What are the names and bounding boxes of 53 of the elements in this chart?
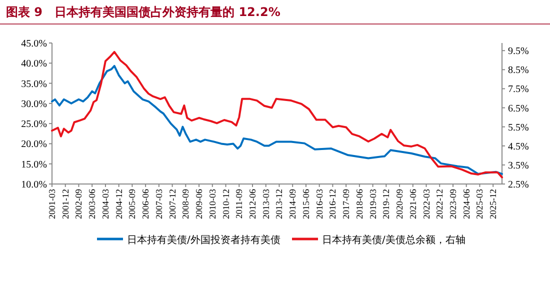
x-tick-label: 2011-09 bbox=[234, 188, 244, 219]
x-tick-label: 2021-06 bbox=[408, 188, 418, 219]
x-tick-label: 2023-09 bbox=[448, 188, 458, 219]
y2-tick-label: 8.5% bbox=[508, 65, 529, 76]
y-tick-label: 35.0% bbox=[21, 78, 47, 90]
x-tick-label: 2002-09 bbox=[74, 188, 84, 219]
y2-tick-label: 2.5% bbox=[508, 180, 529, 190]
y-tick-label: 30.0% bbox=[21, 98, 47, 110]
x-tick-label: 2022-03 bbox=[421, 188, 432, 219]
chart-title: 图表 9 日本持有美国国债占外资持有量的 12.2% bbox=[6, 5, 280, 19]
x-tick-label: 2010-03 bbox=[207, 188, 218, 219]
x-tick-label: 2025-12 bbox=[488, 189, 498, 219]
y2-tick-label: 7.5% bbox=[508, 84, 529, 96]
y2-tick-label: 6.5% bbox=[508, 103, 529, 114]
x-tick-label: 2008-09 bbox=[180, 188, 191, 219]
x-tick-label: 2025-03 bbox=[474, 188, 485, 219]
y2-tick-label: 3.5% bbox=[508, 160, 529, 172]
x-tick-label: 2007-12 bbox=[167, 189, 178, 219]
x-tick-label: 2017-09 bbox=[341, 188, 352, 219]
y2-tick-label: 5.5% bbox=[508, 122, 529, 134]
x-tick-label: 2018-06 bbox=[354, 188, 364, 219]
x-tick-label: 2016-03 bbox=[314, 188, 324, 219]
y-tick-label: 25.0% bbox=[21, 119, 47, 130]
y2-tick-label: 9.5% bbox=[508, 46, 529, 58]
x-tick-label: 2004-12 bbox=[114, 189, 124, 219]
y2-tick-label: 4.5% bbox=[508, 141, 529, 152]
legend-label: 日本持有美债/外国投资者持有美债 bbox=[127, 234, 280, 246]
y-tick-label: 45.0% bbox=[21, 38, 47, 50]
x-tick-label: 2016-12 bbox=[328, 189, 338, 219]
legend-label: 日本持有美债/美债总余额，右轴 bbox=[322, 234, 466, 246]
y-tick-label: 15.0% bbox=[21, 159, 47, 170]
x-tick-label: 2001-12 bbox=[60, 189, 70, 219]
x-tick-label: 2013-03 bbox=[260, 188, 271, 219]
x-tick-label: 2015-06 bbox=[300, 188, 311, 219]
x-tick-label: 2020-09 bbox=[394, 188, 405, 219]
x-tick-label: 2022-12 bbox=[434, 189, 445, 219]
x-tick-label: 2010-12 bbox=[220, 189, 231, 219]
x-tick-label: 2024-06 bbox=[461, 188, 472, 219]
x-tick-label: 2006-06 bbox=[140, 188, 151, 219]
x-tick-label: 2019-03 bbox=[368, 188, 378, 219]
x-tick-label: 2019-12 bbox=[381, 189, 392, 219]
x-tick-label: 2005-09 bbox=[127, 188, 138, 219]
x-tick-label: 2014-09 bbox=[288, 188, 298, 219]
x-tick-label: 2003-06 bbox=[87, 188, 98, 219]
x-tick-label: 2004-03 bbox=[100, 188, 110, 219]
x-tick-label: 2013-12 bbox=[274, 189, 284, 219]
x-tick-label: 2012-06 bbox=[247, 188, 258, 219]
y-tick-label: 10.0% bbox=[21, 180, 47, 190]
x-tick-label: 2007-03 bbox=[154, 188, 164, 219]
x-tick-label: 2009-06 bbox=[194, 188, 204, 219]
y-tick-label: 40.0% bbox=[21, 58, 47, 70]
x-tick-label: 2001-03 bbox=[47, 188, 57, 219]
y-tick-label: 20.0% bbox=[21, 139, 47, 150]
